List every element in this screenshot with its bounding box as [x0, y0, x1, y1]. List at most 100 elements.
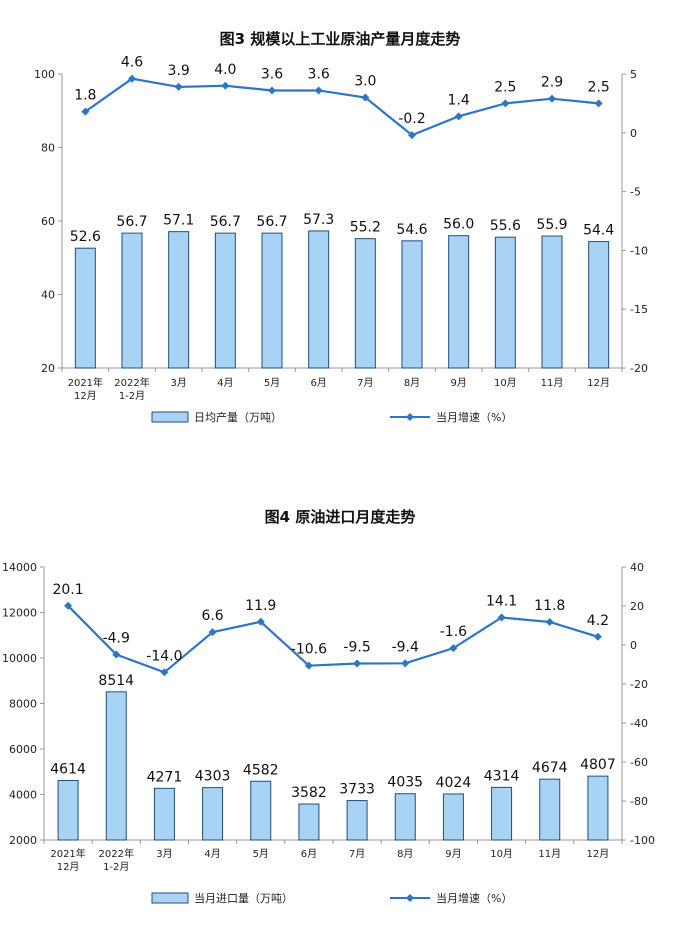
chart1-category-label: 5月	[264, 377, 280, 389]
chart1-growth-point	[454, 112, 463, 121]
chart1-growth-point	[268, 86, 276, 95]
chart1-legend-line-label: 当月增速（%）	[436, 410, 512, 424]
chart2-category-label: 8月	[397, 848, 413, 860]
chart1-right-tick-label: -15	[630, 303, 648, 316]
chart2-category-label: 5月	[253, 848, 269, 860]
chart1-bar-label: 52.6	[70, 229, 101, 245]
chart2-title: 图4 原油进口月度走势	[265, 508, 416, 526]
chart2-category-label: 1-2月	[103, 861, 129, 873]
chart2-category-label: 2021年	[50, 847, 85, 860]
chart2-left-tick-label: 4000	[9, 789, 37, 802]
chart2-growth-point	[304, 661, 313, 670]
chart1-bar	[354, 238, 376, 369]
chart2-legend-bar-label: 当月进口量（万吨）	[194, 891, 293, 905]
chart2-growth-label: -9.4	[392, 639, 419, 655]
chart1-left-tick-label: 100	[34, 68, 55, 81]
chart1-growth-line	[84, 77, 599, 137]
chart2-bar	[298, 803, 320, 841]
chart1-legend-bar-label: 日均产量（万吨）	[194, 410, 282, 424]
chart2-left-tick-label: 10000	[2, 652, 37, 665]
chart2: 2000 4000 6000 8000 10000 12000 14000 -100 -80 -6…	[2, 561, 655, 905]
chart1-growth-label: 3.6	[261, 66, 283, 82]
chart1-right-tick-label: 5	[630, 68, 637, 81]
chart2-category-label: 12月	[587, 848, 610, 860]
chart2-bar-label: 4271	[147, 769, 183, 785]
chart1-growth-label: 2.5	[494, 79, 516, 95]
chart2-right-tick-label: -20	[630, 678, 648, 691]
chart2-bar-label: 4303	[195, 769, 231, 785]
chart2-bar	[105, 691, 127, 841]
chart2-bar	[587, 775, 609, 841]
chart2-growth-label: -14.0	[146, 648, 182, 664]
chart1-category-label: 10月	[494, 377, 517, 389]
chart1-legend-line-marker	[406, 413, 414, 421]
chart1-right-tick-label: 0	[630, 127, 637, 140]
chart1-growth-point	[361, 93, 370, 102]
chart1-bar	[214, 232, 236, 369]
chart2-bar	[346, 800, 368, 841]
chart2-growth-point	[497, 613, 506, 622]
chart2-bar-label: 4614	[50, 762, 86, 778]
chart1-growth-point	[594, 99, 603, 108]
chart2-growth-point	[353, 659, 362, 668]
chart2-legend-bar-swatch	[151, 892, 189, 904]
chart2-bar-label: 4024	[436, 775, 472, 791]
chart2-growth-label: -1.6	[440, 624, 467, 640]
chart1-bar	[168, 231, 190, 369]
chart1-growth-label: 3.0	[354, 74, 376, 90]
chart1-title: 图3 规模以上工业原油产量月度走势	[220, 30, 461, 48]
chart1-growth-point	[501, 99, 510, 108]
chart1-bar-label: 57.3	[303, 212, 334, 228]
chart2-left-tick-label: 2000	[9, 834, 37, 847]
chart1-bar-label: 56.7	[116, 214, 147, 230]
chart2-left-tick-label: 8000	[9, 698, 37, 711]
chart1-category-label: 11月	[541, 377, 564, 389]
chart2-bar	[442, 793, 464, 841]
chart2-category-label: 6月	[301, 848, 317, 860]
chart1-bar-label: 55.2	[350, 220, 381, 236]
chart2-bar-label: 4582	[243, 762, 279, 778]
chart2-category-label: 4月	[204, 848, 220, 860]
chart1-left-tick-label: 80	[41, 142, 55, 155]
chart2-bar-label: 4314	[484, 768, 520, 784]
chart2-right-tick-label: -80	[630, 795, 648, 808]
chart2-growth-point	[160, 668, 169, 677]
chart2-right-tick-label: -100	[630, 834, 655, 847]
chart2-right-tick-label: 0	[630, 639, 637, 652]
chart2-growth-point	[64, 601, 73, 610]
chart1-bar	[261, 232, 283, 369]
chart2-right-tick-label: 40	[630, 561, 644, 574]
chart2-category-label: 7月	[349, 848, 365, 860]
chart2-growth-label: 20.1	[52, 582, 83, 598]
chart1-growth-label: 3.9	[168, 63, 190, 79]
chart1-left-tick-label: 40	[41, 289, 55, 302]
chart1-bar	[448, 235, 470, 369]
chart1-growth-label: 4.0	[214, 62, 236, 78]
chart2-left-tick-label: 12000	[2, 607, 37, 620]
chart1-bar	[541, 235, 563, 369]
chart1-growth-label: -0.2	[398, 111, 425, 127]
chart2-growth-label: -10.6	[291, 642, 327, 658]
chart1-bar	[121, 232, 143, 369]
chart1-bar	[74, 247, 96, 369]
chart1-category-label: 1-2月	[119, 390, 145, 402]
chart1-category-label: 2021年	[68, 376, 103, 389]
chart1-bar-label: 54.6	[396, 222, 427, 238]
chart2-growth-label: 11.9	[245, 598, 276, 614]
chart2-bar	[394, 793, 416, 841]
chart1-bar-label: 57.1	[163, 213, 194, 229]
chart1-growth-label: 3.6	[308, 66, 330, 82]
chart1-category-label: 12月	[74, 390, 97, 402]
chart1-growth-point	[548, 94, 556, 103]
chart2-right-tick-label: 20	[630, 600, 644, 613]
chart2-bar	[202, 787, 224, 841]
chart1-growth-point	[221, 81, 230, 90]
chart1-bar-label: 54.4	[583, 223, 614, 239]
chart1-category-label: 7月	[357, 377, 373, 389]
chart1-bar	[494, 236, 516, 369]
chart1-category-label: 6月	[310, 377, 326, 389]
chart2-left-tick-label: 14000	[2, 561, 37, 574]
chart2-growth-point	[208, 628, 217, 637]
